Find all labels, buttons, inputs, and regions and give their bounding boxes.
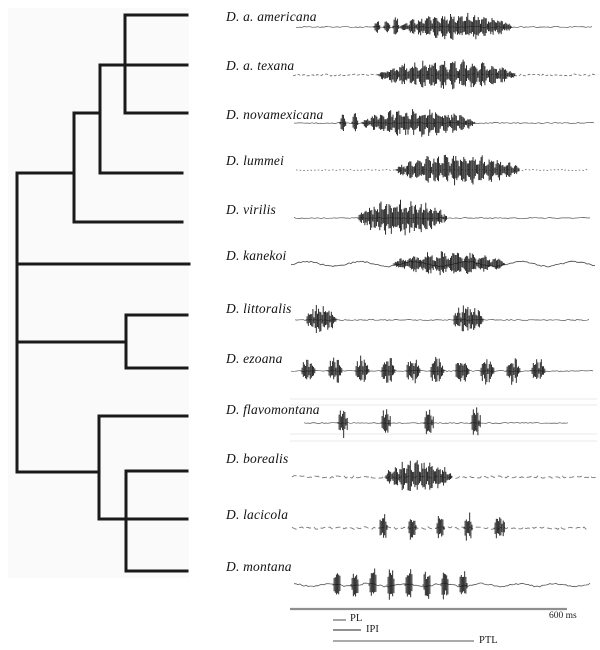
waveform-baseline xyxy=(292,73,596,77)
waveform-burst xyxy=(373,12,512,40)
species-label-virilis: D. virilis xyxy=(226,202,277,217)
waveform-burst xyxy=(337,407,481,438)
species-label-americana: D. a. americana xyxy=(226,9,317,24)
waveform-baseline xyxy=(303,422,569,424)
species-label-ezoana: D. ezoana xyxy=(226,351,283,366)
waveform-burst xyxy=(395,154,520,186)
waveform-burst xyxy=(357,199,447,236)
waveform-burst xyxy=(377,59,516,90)
waveform-burst xyxy=(300,355,546,385)
waveform-burst xyxy=(305,305,484,333)
waveform-baseline xyxy=(291,526,589,530)
legend-label-ipi: IPI xyxy=(366,624,379,635)
legend-label-pl: PL xyxy=(350,613,363,624)
time-scale-label: 600 ms xyxy=(549,611,577,621)
species-label-novamexicana: D. novamexicana xyxy=(226,107,324,122)
waveform-burst xyxy=(332,568,468,600)
species-label-texana: D. a. texana xyxy=(226,58,295,73)
waveform-burst xyxy=(378,512,505,541)
species-label-littoralis: D. littoralis xyxy=(226,301,292,316)
legend-label-ptl: PTL xyxy=(479,635,498,646)
species-label-flavomontana: D. flavomontana xyxy=(226,402,320,417)
species-label-lacicola: D. lacicola xyxy=(226,507,289,522)
waveform-burst xyxy=(392,251,505,276)
waveform-burst xyxy=(339,109,476,137)
species-label-kanekoi: D. kanekoi xyxy=(226,248,287,263)
waveform-baseline xyxy=(290,260,596,268)
species-label-montana: D. montana xyxy=(226,559,292,574)
species-label-borealis: D. borealis xyxy=(226,451,289,466)
waveform-burst xyxy=(384,460,453,491)
species-label-lummei: D. lummei xyxy=(226,153,285,168)
waveform-baseline xyxy=(294,319,590,321)
